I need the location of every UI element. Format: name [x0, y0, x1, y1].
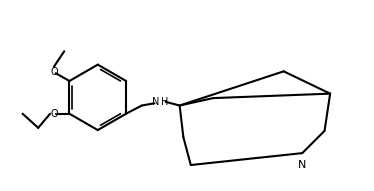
- Text: H: H: [161, 97, 168, 107]
- Text: N: N: [298, 160, 306, 170]
- Text: O: O: [50, 67, 58, 77]
- Text: O: O: [50, 109, 58, 119]
- Text: N: N: [152, 97, 159, 107]
